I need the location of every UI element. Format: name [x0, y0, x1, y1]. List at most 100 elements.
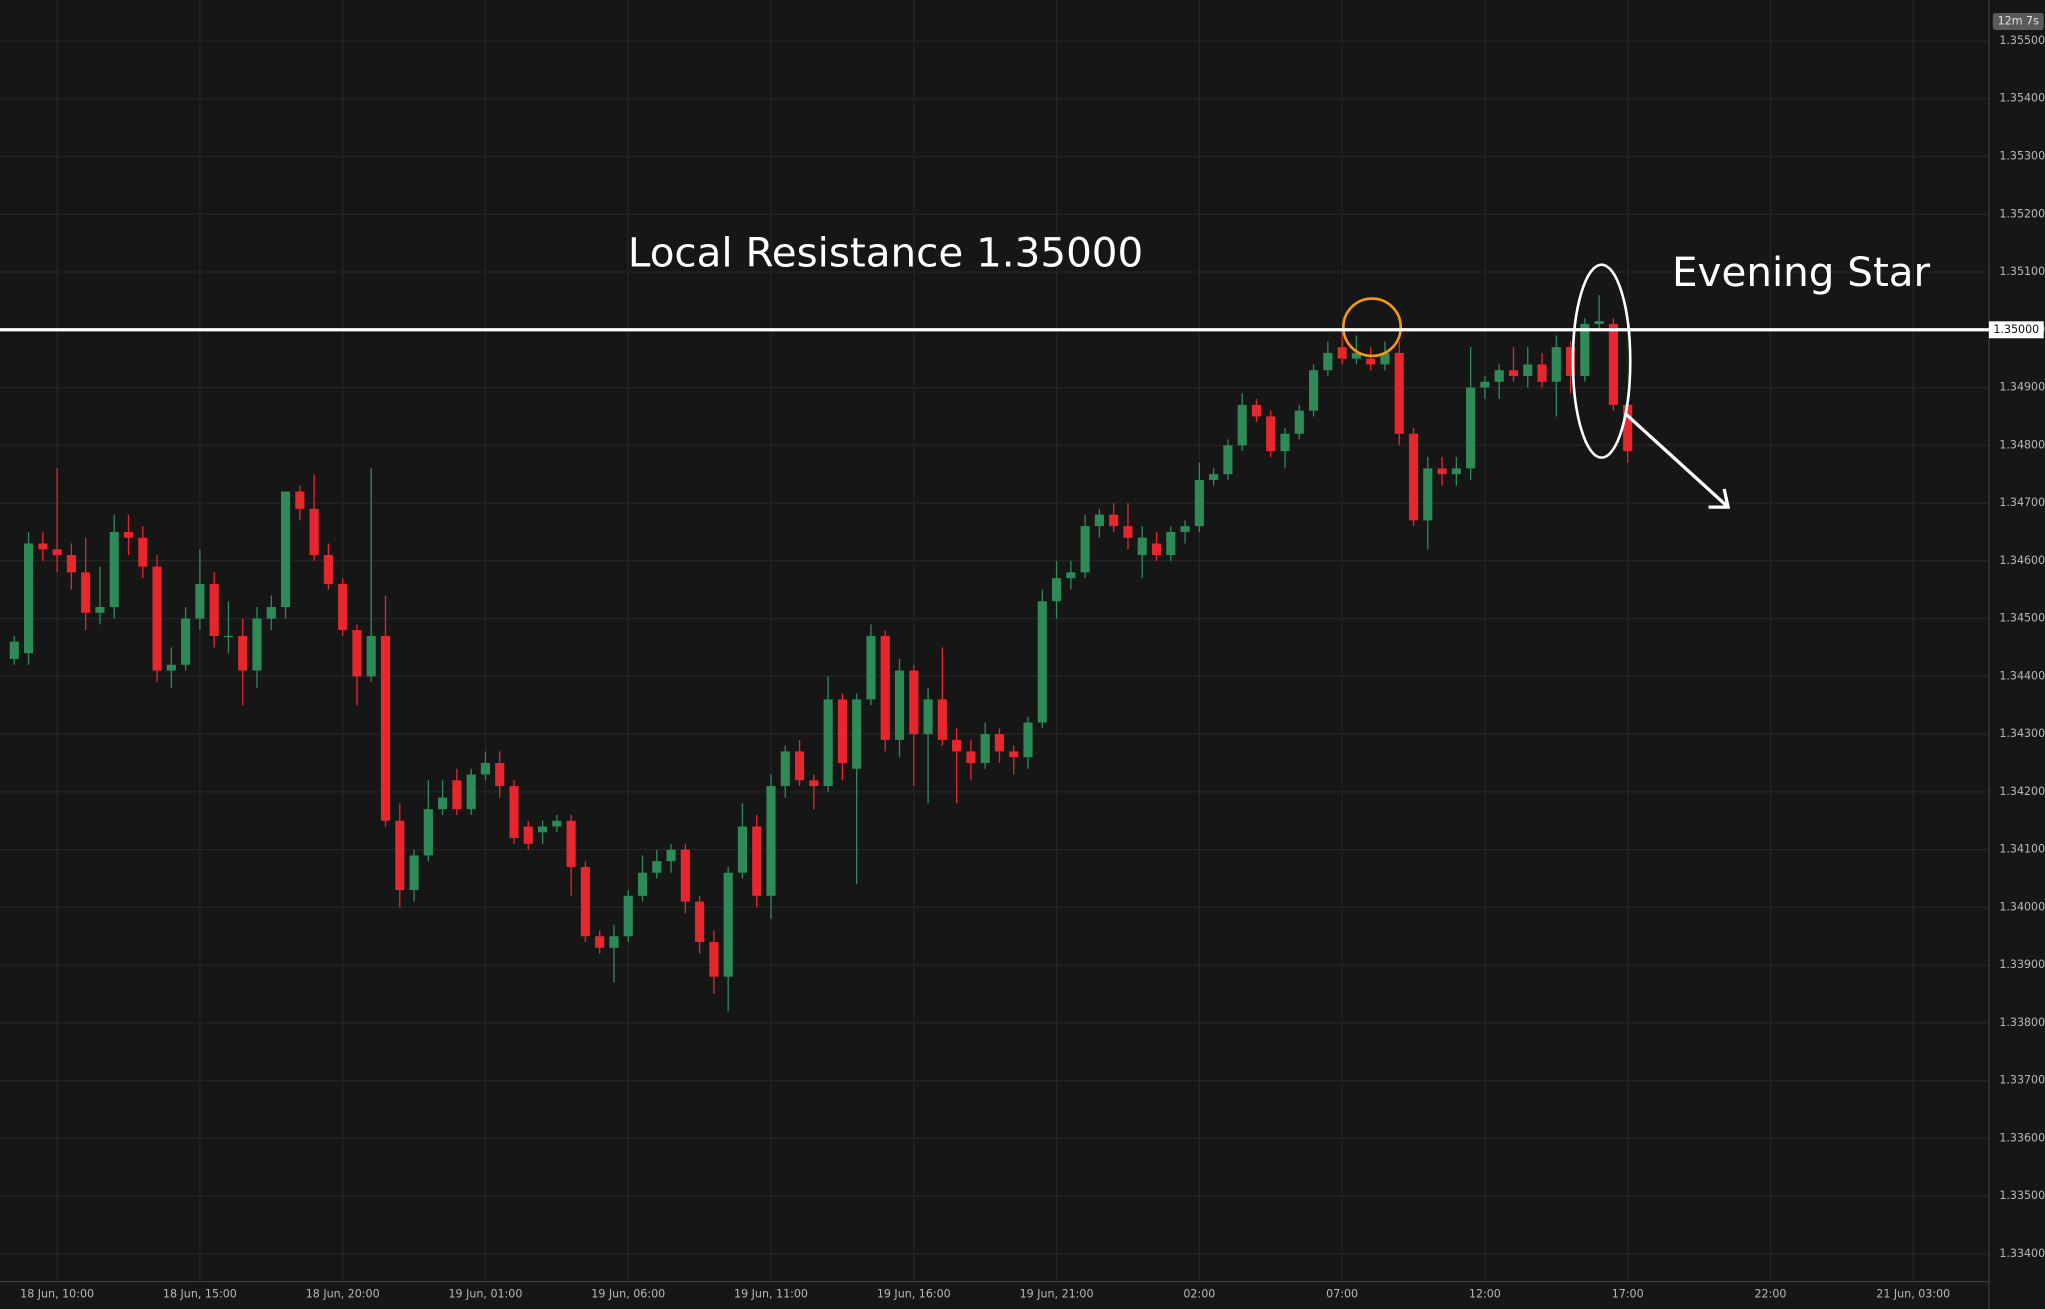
candle-body	[509, 786, 519, 839]
overlay: Local Resistance 1.35000 Evening Star 12…	[0, 13, 2044, 509]
candle-body	[852, 699, 862, 769]
candle-body	[1109, 514, 1119, 527]
candle-body	[395, 820, 405, 891]
candle-body	[766, 786, 776, 896]
candle-body	[966, 751, 976, 763]
candle-body	[209, 583, 219, 636]
candle-body	[1137, 537, 1147, 556]
candle-body	[1237, 404, 1247, 446]
y-tick-label: 1.35100	[1999, 265, 2045, 278]
candle-body	[1251, 404, 1262, 417]
candle-body	[1508, 370, 1519, 376]
annotation: Evening Star	[1672, 248, 1931, 296]
candle-body	[1551, 347, 1561, 382]
candle-body	[9, 641, 19, 660]
y-tick-label: 1.34600	[1999, 554, 2045, 567]
candle-body	[1408, 433, 1419, 521]
y-tick-label: 1.34100	[1999, 843, 2045, 856]
x-tick-label: 18 Jun, 20:00	[306, 1288, 380, 1301]
candle-body	[1466, 387, 1476, 469]
candle-body	[552, 820, 562, 827]
candle-body	[166, 664, 176, 671]
candle-body	[1566, 347, 1576, 376]
candle-body	[366, 635, 376, 677]
axes: 1.33400 1.33500 1.33600 1.33700 1.33800 1.339…	[20, 34, 2045, 1301]
candle-body	[1094, 514, 1104, 527]
x-tick-label: 12:00	[1469, 1288, 1501, 1301]
y-tick-label: 1.33800	[1999, 1016, 2045, 1029]
y-tick-label: 1.33600	[1999, 1131, 2045, 1144]
candle-body	[280, 491, 291, 608]
candle-body	[866, 635, 876, 700]
candle-body	[1037, 601, 1047, 723]
x-tick-label: 19 Jun, 21:00	[1020, 1288, 1094, 1301]
y-tick-label: 1.34700	[1999, 496, 2045, 509]
candle-body	[1394, 352, 1404, 434]
candle-body	[309, 508, 319, 556]
candle-body	[81, 572, 91, 613]
candle-body	[994, 734, 1005, 752]
candle-body	[466, 774, 476, 810]
candle-body	[409, 855, 419, 891]
candle-body	[152, 566, 162, 671]
candle-body	[737, 826, 748, 873]
candles	[9, 295, 1633, 1012]
candle-body	[580, 866, 590, 937]
candle-body	[1051, 578, 1062, 602]
candle-body	[752, 826, 762, 896]
y-tick-label: 1.34800	[1999, 438, 2045, 451]
y-tick-label: 1.35300	[1999, 150, 2045, 163]
candle-body	[709, 942, 719, 977]
y-tick-label: 1.35200	[1999, 207, 2045, 220]
candle-body	[837, 699, 847, 763]
candle-body	[380, 635, 391, 821]
candle-body	[323, 555, 333, 584]
grid	[0, 0, 1989, 1282]
candle-body	[1323, 352, 1333, 371]
candle-body	[23, 543, 34, 654]
price-label: 1.35000	[1993, 323, 2039, 336]
candle-body	[923, 699, 933, 735]
candle-body	[595, 936, 605, 948]
countdown: 12m 7s	[1998, 15, 2039, 28]
candle-body	[980, 734, 990, 763]
candle-body	[1209, 474, 1219, 480]
candle-body	[480, 762, 491, 775]
candle-body	[1337, 347, 1347, 359]
candle-body	[1580, 324, 1590, 376]
y-tick-label: 1.33500	[1999, 1189, 2045, 1202]
candle-body	[1309, 370, 1319, 411]
candle-body	[1223, 445, 1233, 475]
candle-body	[138, 537, 148, 567]
candle-body	[637, 872, 648, 896]
y-tick-label: 1.33400	[1999, 1247, 2045, 1260]
candle-body	[66, 555, 76, 573]
candle-body	[1294, 410, 1304, 434]
y-tick-label: 1.35400	[1999, 92, 2045, 105]
y-tick-label: 1.34200	[1999, 785, 2045, 798]
y-tick-label: 1.33700	[1999, 1074, 2045, 1087]
candle-body	[537, 826, 548, 833]
candle-body	[780, 751, 790, 787]
annotation: Local Resistance 1.35000	[628, 229, 1143, 277]
candle-body	[438, 797, 448, 810]
candle-body	[1494, 370, 1504, 382]
x-tick-label: 19 Jun, 01:00	[448, 1288, 522, 1301]
y-tick-label: 1.35500	[1999, 34, 2045, 47]
candle-body	[95, 607, 105, 613]
x-tick-label: 18 Jun, 10:00	[20, 1288, 94, 1301]
countdown-box	[1992, 13, 2044, 30]
candle-body	[295, 491, 305, 509]
candle-body	[1280, 433, 1290, 452]
candle-body	[1123, 526, 1133, 538]
candle-body	[809, 780, 819, 787]
candle-body	[1151, 543, 1162, 556]
candle-body	[894, 670, 905, 740]
y-tick-label: 1.34400	[1999, 669, 2045, 682]
candle-body	[1537, 364, 1547, 382]
arrow-shaft	[1625, 413, 1728, 508]
candle-body	[1623, 404, 1633, 452]
candle-body	[723, 872, 733, 977]
y-tick-label: 1.33900	[1999, 958, 2045, 971]
